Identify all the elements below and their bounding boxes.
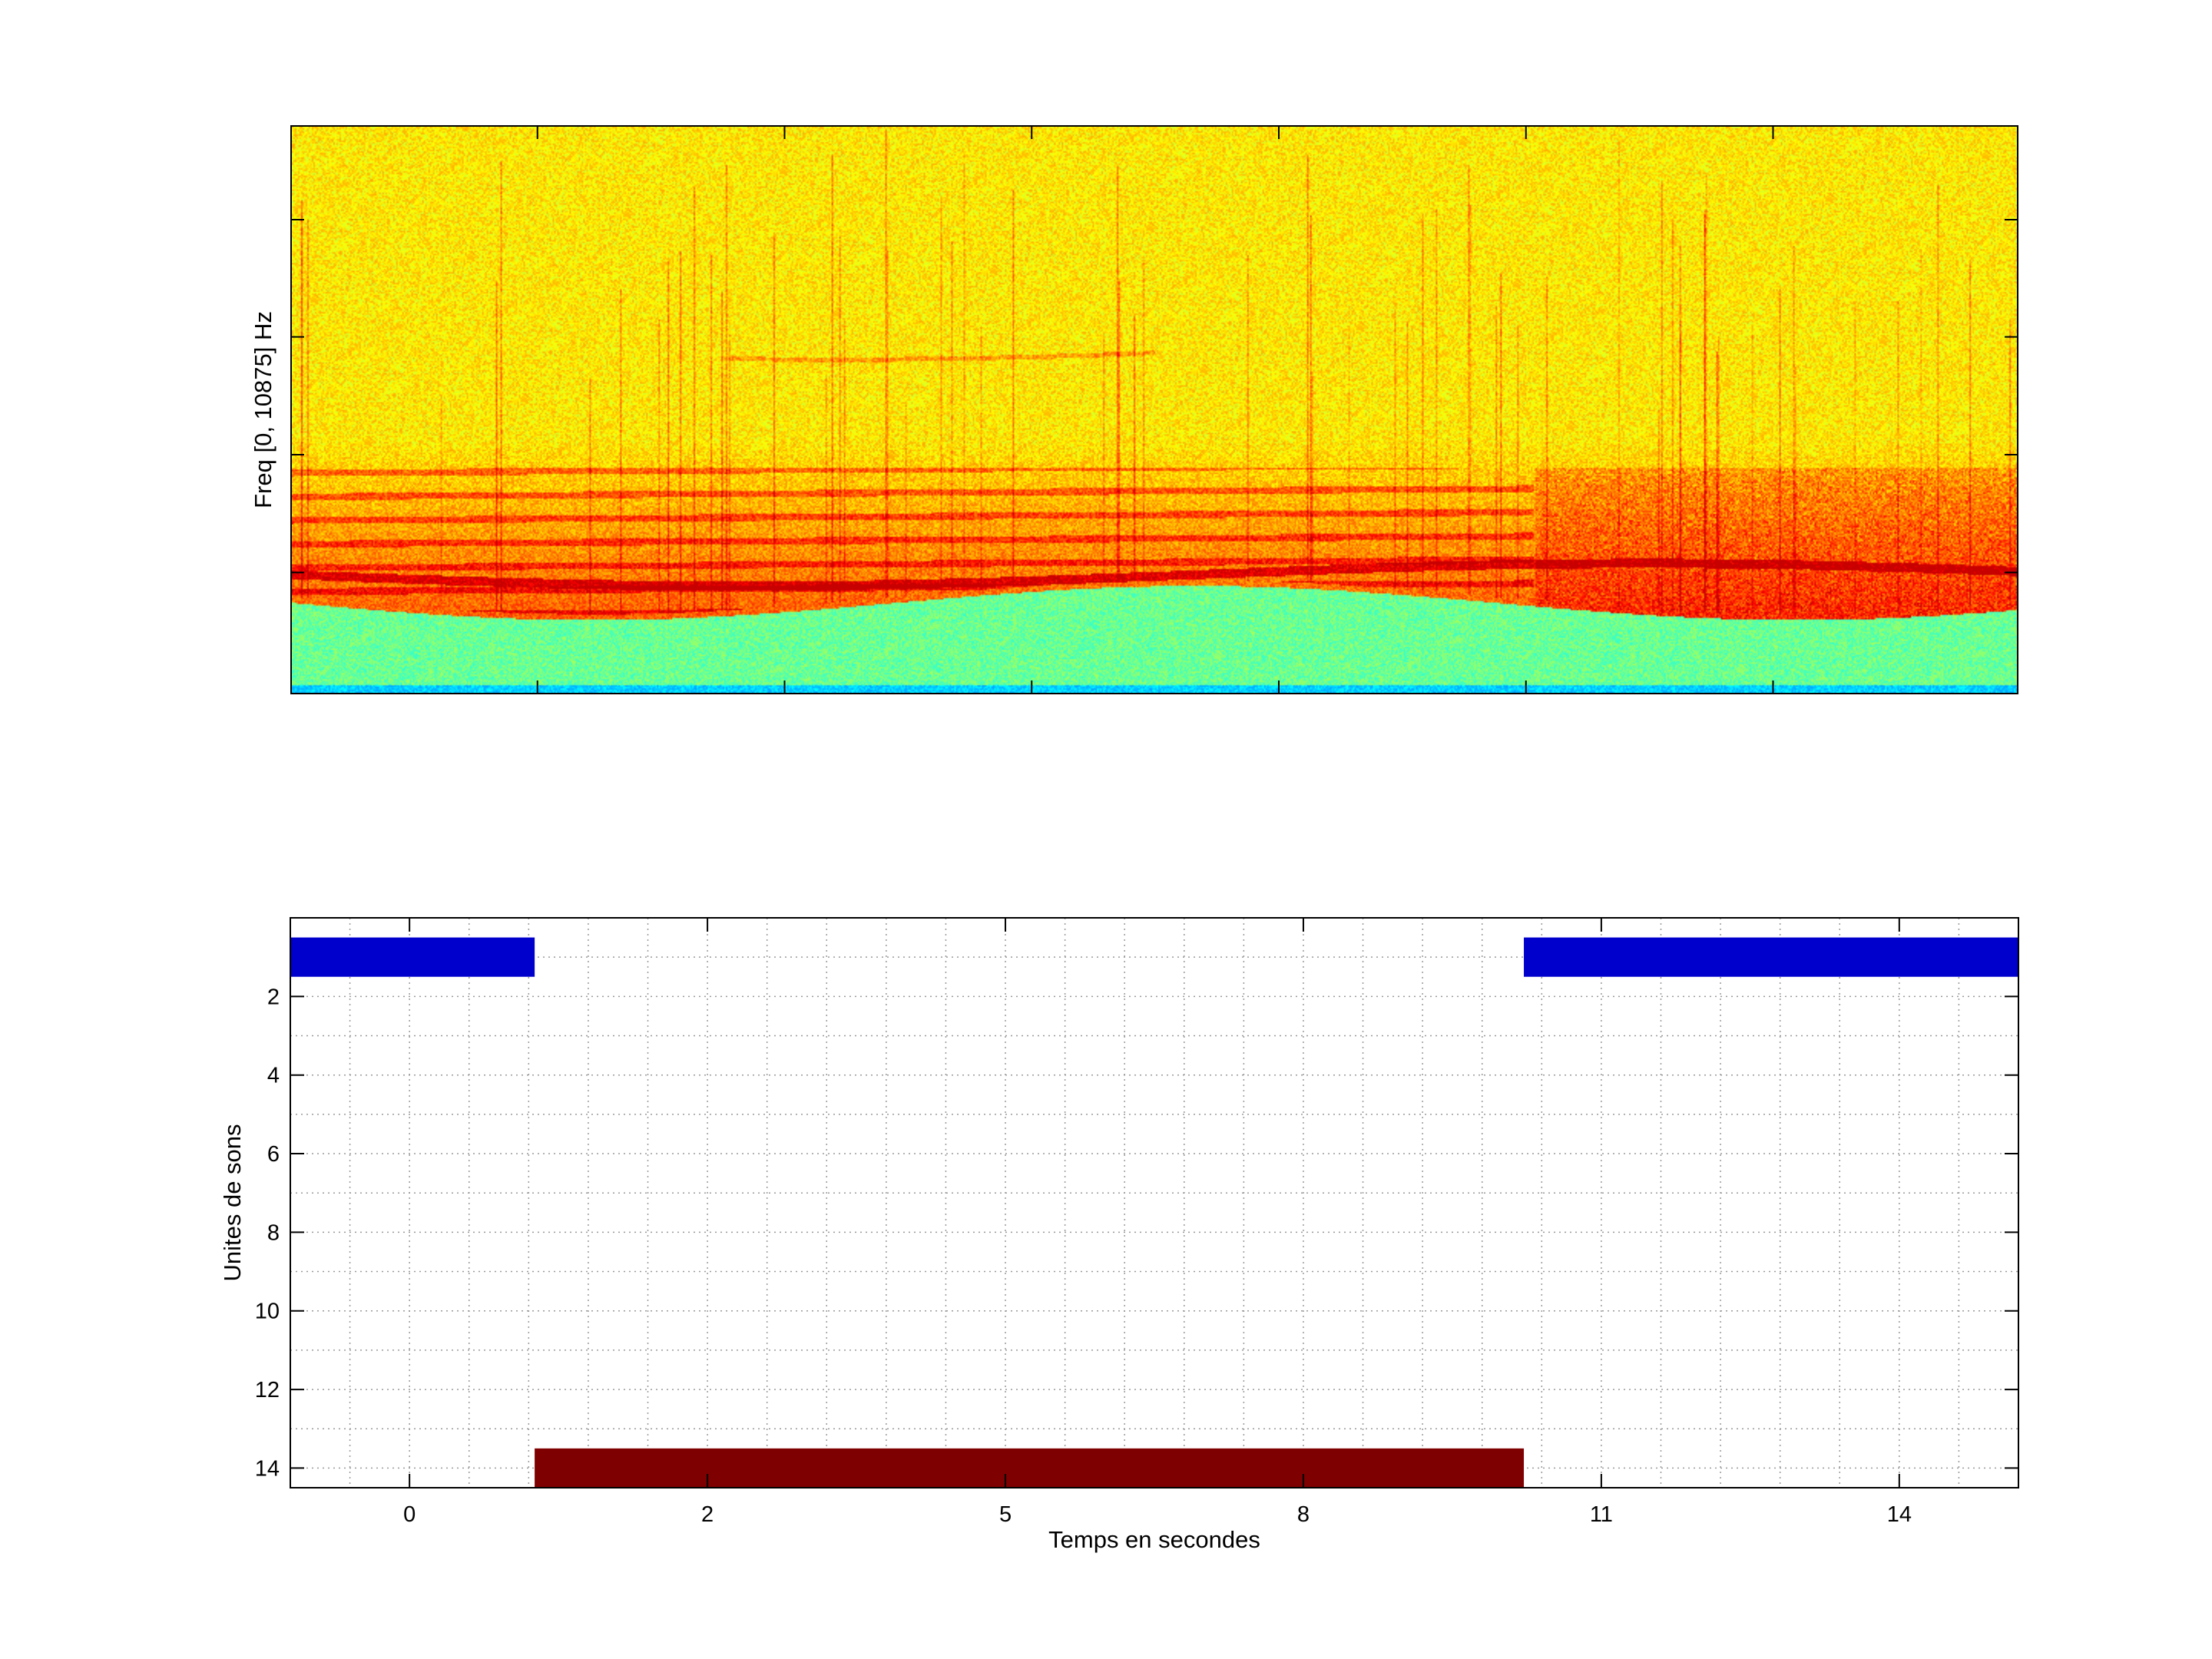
spectrogram-plot xyxy=(290,125,2018,694)
x-tick-label: 0 xyxy=(403,1502,416,1527)
unit-plot: 0 2 5 8 11 14 2 4 6 8 10 12 14 xyxy=(255,917,2019,1527)
spectrogram-ticks xyxy=(290,125,2018,694)
unit-plot-background xyxy=(290,918,2018,1488)
x-axis-label: Temps en secondes xyxy=(1048,1526,1260,1553)
x-tick-label: 8 xyxy=(1297,1502,1310,1527)
y-tick-label: 2 xyxy=(267,985,280,1009)
unit-segment-0 xyxy=(290,937,535,977)
x-tick-label: 14 xyxy=(1887,1502,1912,1527)
unit-segment-1 xyxy=(535,1448,1525,1488)
y-tick-label: 10 xyxy=(255,1300,280,1324)
unit-ticks xyxy=(290,918,2018,1488)
x-tick-label: 2 xyxy=(701,1502,714,1527)
y-tick-label: 8 xyxy=(267,1220,280,1245)
unit-segments xyxy=(290,937,2018,1488)
x-tick-label: 5 xyxy=(999,1502,1012,1527)
spectrogram-image xyxy=(292,127,2017,693)
y-axis-label: Unites de sons xyxy=(219,1124,246,1281)
spectrogram-y-axis-label: Freq [0, 10875] Hz xyxy=(250,311,276,508)
y-tick-label: 12 xyxy=(255,1378,280,1402)
y-tick-label: 6 xyxy=(267,1142,280,1167)
unit-plot-frame xyxy=(290,917,2019,1488)
unit-tick-labels: 0 2 5 8 11 14 2 4 6 8 10 12 14 xyxy=(255,985,1912,1527)
y-tick-label: 4 xyxy=(267,1064,280,1088)
x-tick-label: 11 xyxy=(1590,1502,1613,1527)
y-tick-label: 14 xyxy=(255,1456,280,1481)
unit-grid xyxy=(290,918,2018,1488)
unit-segment-2 xyxy=(1524,937,2018,977)
